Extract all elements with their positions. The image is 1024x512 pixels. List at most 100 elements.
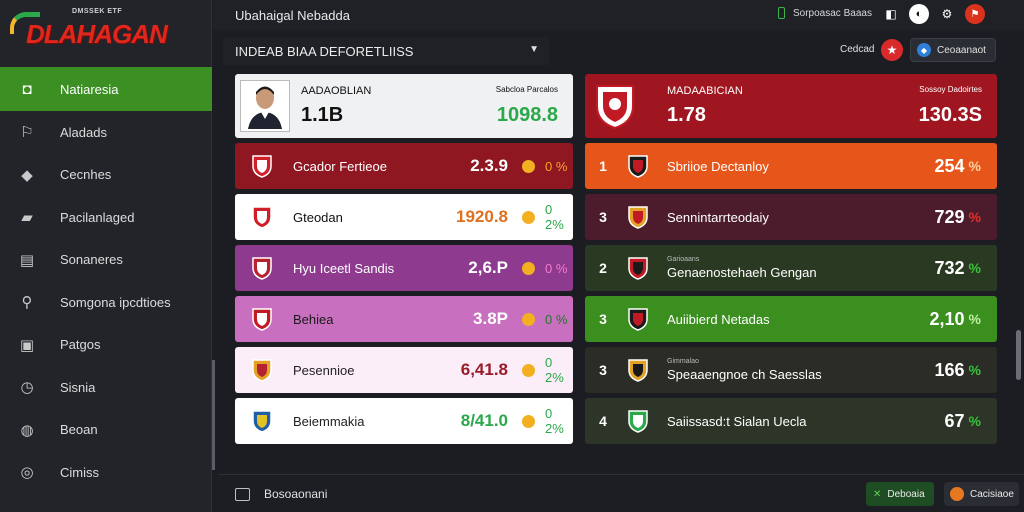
- sidebar-item-4[interactable]: ▤ Sonaneres: [0, 239, 212, 282]
- league-select[interactable]: INDEAB BIAA DEFORETLIISS ▼: [223, 37, 549, 65]
- sidebar-item-label: Natiaresia: [60, 81, 119, 97]
- row-rank: 3: [599, 209, 607, 225]
- row-value: 1920.8: [456, 207, 508, 226]
- status-indicator[interactable]: Sorpoasac Baaas: [778, 7, 872, 19]
- clock-icon: ◷: [20, 379, 34, 397]
- league-select-value: INDEAB BIAA DEFORETLIISS: [235, 43, 414, 59]
- row-name: Auiibierd Netadas: [667, 311, 770, 327]
- scrollbar-thumb[interactable]: [1016, 330, 1021, 380]
- image-icon: [235, 487, 250, 501]
- team-card[interactable]: MADAABICIAN 1.78 Sossoy Dadoirtes 130.3S: [585, 74, 997, 138]
- scrollbar[interactable]: [1014, 30, 1022, 470]
- row-score: 166: [934, 359, 965, 380]
- sidebar-item-6[interactable]: ▣ Patgos: [0, 324, 212, 367]
- power-icon: ◍: [20, 421, 34, 439]
- sidebar-item-3[interactable]: ▰ Pacilanlaged: [0, 196, 212, 239]
- row-rank: 4: [599, 413, 607, 429]
- app-logo[interactable]: DMSSEK ETF DLAHAGAN: [10, 6, 178, 56]
- row-name: Gcador Fertieoe: [293, 158, 387, 174]
- table-row[interactable]: 4 Saiissasd:t Sialan Uecla 67%: [585, 398, 997, 444]
- right-column: MADAABICIAN 1.78 Sossoy Dadoirtes 130.3S…: [585, 74, 997, 444]
- table-row[interactable]: Gteodan 1920.8 0 2%: [235, 194, 573, 240]
- secondary-action-button[interactable]: Cacisiaoe: [944, 482, 1019, 506]
- row-score: 67: [944, 410, 965, 431]
- team-crest-icon: [251, 154, 273, 178]
- row-subtitle: Gimmalao: [667, 358, 699, 365]
- row-name: Pesennioe: [293, 362, 355, 378]
- sidebar-item-8[interactable]: ◍ Beoan: [0, 409, 212, 452]
- row-name: Gteodan: [293, 209, 343, 225]
- battery-icon: [778, 7, 785, 19]
- table-row[interactable]: 2 Garioaans Genaenostehaeh Gengan 732%: [585, 245, 997, 291]
- row-score: 2,10: [929, 308, 965, 329]
- sidebar-item-label: Patgos: [60, 337, 101, 353]
- star-icon[interactable]: ★: [881, 39, 903, 61]
- bottom-left[interactable]: Bosoaonani: [235, 487, 327, 501]
- team-name: MADAABICIAN: [667, 85, 743, 97]
- player-photo: [240, 80, 290, 132]
- sidebar-item-1[interactable]: ⚐ Aladads: [0, 111, 212, 154]
- header-button[interactable]: ◆ Ceoaanaot: [910, 38, 996, 62]
- team-crest-icon: [627, 307, 649, 331]
- row-name: Hyu Iceetl Sandis: [293, 260, 395, 276]
- sidebar-item-9[interactable]: ◎ Cimiss: [0, 451, 212, 494]
- table-row[interactable]: 1 Sbriioe Dectanloy 254%: [585, 143, 997, 189]
- chevron-down-icon: ▼: [529, 44, 539, 55]
- sidebar-item-2[interactable]: ◆ Cecnhes: [0, 154, 212, 197]
- sidebar-item-label: Beoan: [60, 422, 98, 438]
- row-percent: 0 2%: [545, 406, 564, 436]
- team-crest-icon: [627, 358, 649, 382]
- row-name-group: Sennintarrteodaiy: [667, 210, 935, 225]
- row-name-group: Saiissasd:t Sialan Uecla: [667, 414, 945, 429]
- player-name: AADAOBLIAN: [301, 85, 372, 97]
- table-row[interactable]: 3 Auiibierd Netadas 2,10%: [585, 296, 997, 342]
- settings-icon[interactable]: ⚙: [941, 7, 953, 21]
- chat-icon: ▰: [21, 209, 33, 227]
- table-row[interactable]: Beiemmakia 8/41.0 0 2%: [235, 398, 573, 444]
- logo-swoosh-icon: [10, 12, 40, 34]
- sidebar-item-0[interactable]: ◘ Natiaresia: [0, 67, 212, 111]
- primary-action-button[interactable]: ✕ Deboaia: [866, 482, 934, 506]
- top-icons: ◧ ◐ ⚙ ⚑: [881, 4, 985, 24]
- table-row[interactable]: 3 Sennintarrteodaiy 729%: [585, 194, 997, 240]
- row-score: 729: [934, 206, 965, 227]
- search-icon: ⚲: [21, 294, 33, 312]
- team-crest-icon: [627, 205, 649, 229]
- table-row[interactable]: Behiea 3.8P 0 %: [235, 296, 573, 342]
- swatch-icon[interactable]: ◧: [885, 7, 897, 21]
- left-column: AADAOBLIAN 1.1B Sabcloa Parcalos 1098.8 …: [235, 74, 573, 444]
- row-name: Speaaengnoe ch Saesslas: [667, 367, 822, 382]
- row-name: Sennintarrteodaiy: [667, 209, 769, 225]
- coin-icon: [522, 210, 535, 224]
- logo-wordmark: DLAHAGAN: [26, 19, 168, 49]
- row-percent: %: [968, 209, 981, 225]
- row-percent: 0 2%: [545, 355, 564, 385]
- team-crest-icon: [627, 256, 649, 280]
- row-percent: %: [968, 158, 981, 174]
- row-name: Sbriioe Dectanloy: [667, 158, 769, 174]
- row-name-group: Auiibierd Netadas: [667, 312, 930, 327]
- table-row[interactable]: 3 Gimmalao Speaaengnoe ch Saesslas 166%: [585, 347, 997, 393]
- moon-icon[interactable]: ◐: [909, 4, 929, 24]
- info-icon: ◆: [917, 43, 931, 57]
- row-name-group: Sbriioe Dectanloy: [667, 159, 935, 174]
- flag-icon[interactable]: ⚑: [965, 4, 985, 24]
- table-row[interactable]: Pesennioe 6,41.8 0 2%: [235, 347, 573, 393]
- coin-icon: [522, 414, 535, 428]
- secondary-action-label: Cacisiaoe: [970, 488, 1014, 500]
- sidebar-item-7[interactable]: ◷ Sisnia: [0, 366, 212, 409]
- sidebar-item-label: Cecnhes: [60, 167, 112, 183]
- table-row[interactable]: Hyu Iceetl Sandis 2,6.P 0 %: [235, 245, 573, 291]
- panel-divider[interactable]: [212, 360, 215, 470]
- row-percent: 0 %: [545, 260, 568, 276]
- primary-action-label: Deboaia: [887, 488, 925, 500]
- row-name: Saiissasd:t Sialan Uecla: [667, 413, 807, 429]
- sidebar-item-5[interactable]: ⚲ Somgona ipcdtioes: [0, 281, 212, 324]
- player-card[interactable]: AADAOBLIAN 1.1B Sabcloa Parcalos 1098.8: [235, 74, 573, 138]
- table-row[interactable]: Gcador Fertieoe 2.3.9 0 %: [235, 143, 573, 189]
- orange-dot-icon: [950, 487, 964, 501]
- row-rank: 3: [599, 311, 607, 327]
- row-value: 2.3.9: [470, 156, 508, 175]
- row-percent: %: [968, 260, 981, 276]
- sidebar-item-label: Sisnia: [60, 379, 96, 395]
